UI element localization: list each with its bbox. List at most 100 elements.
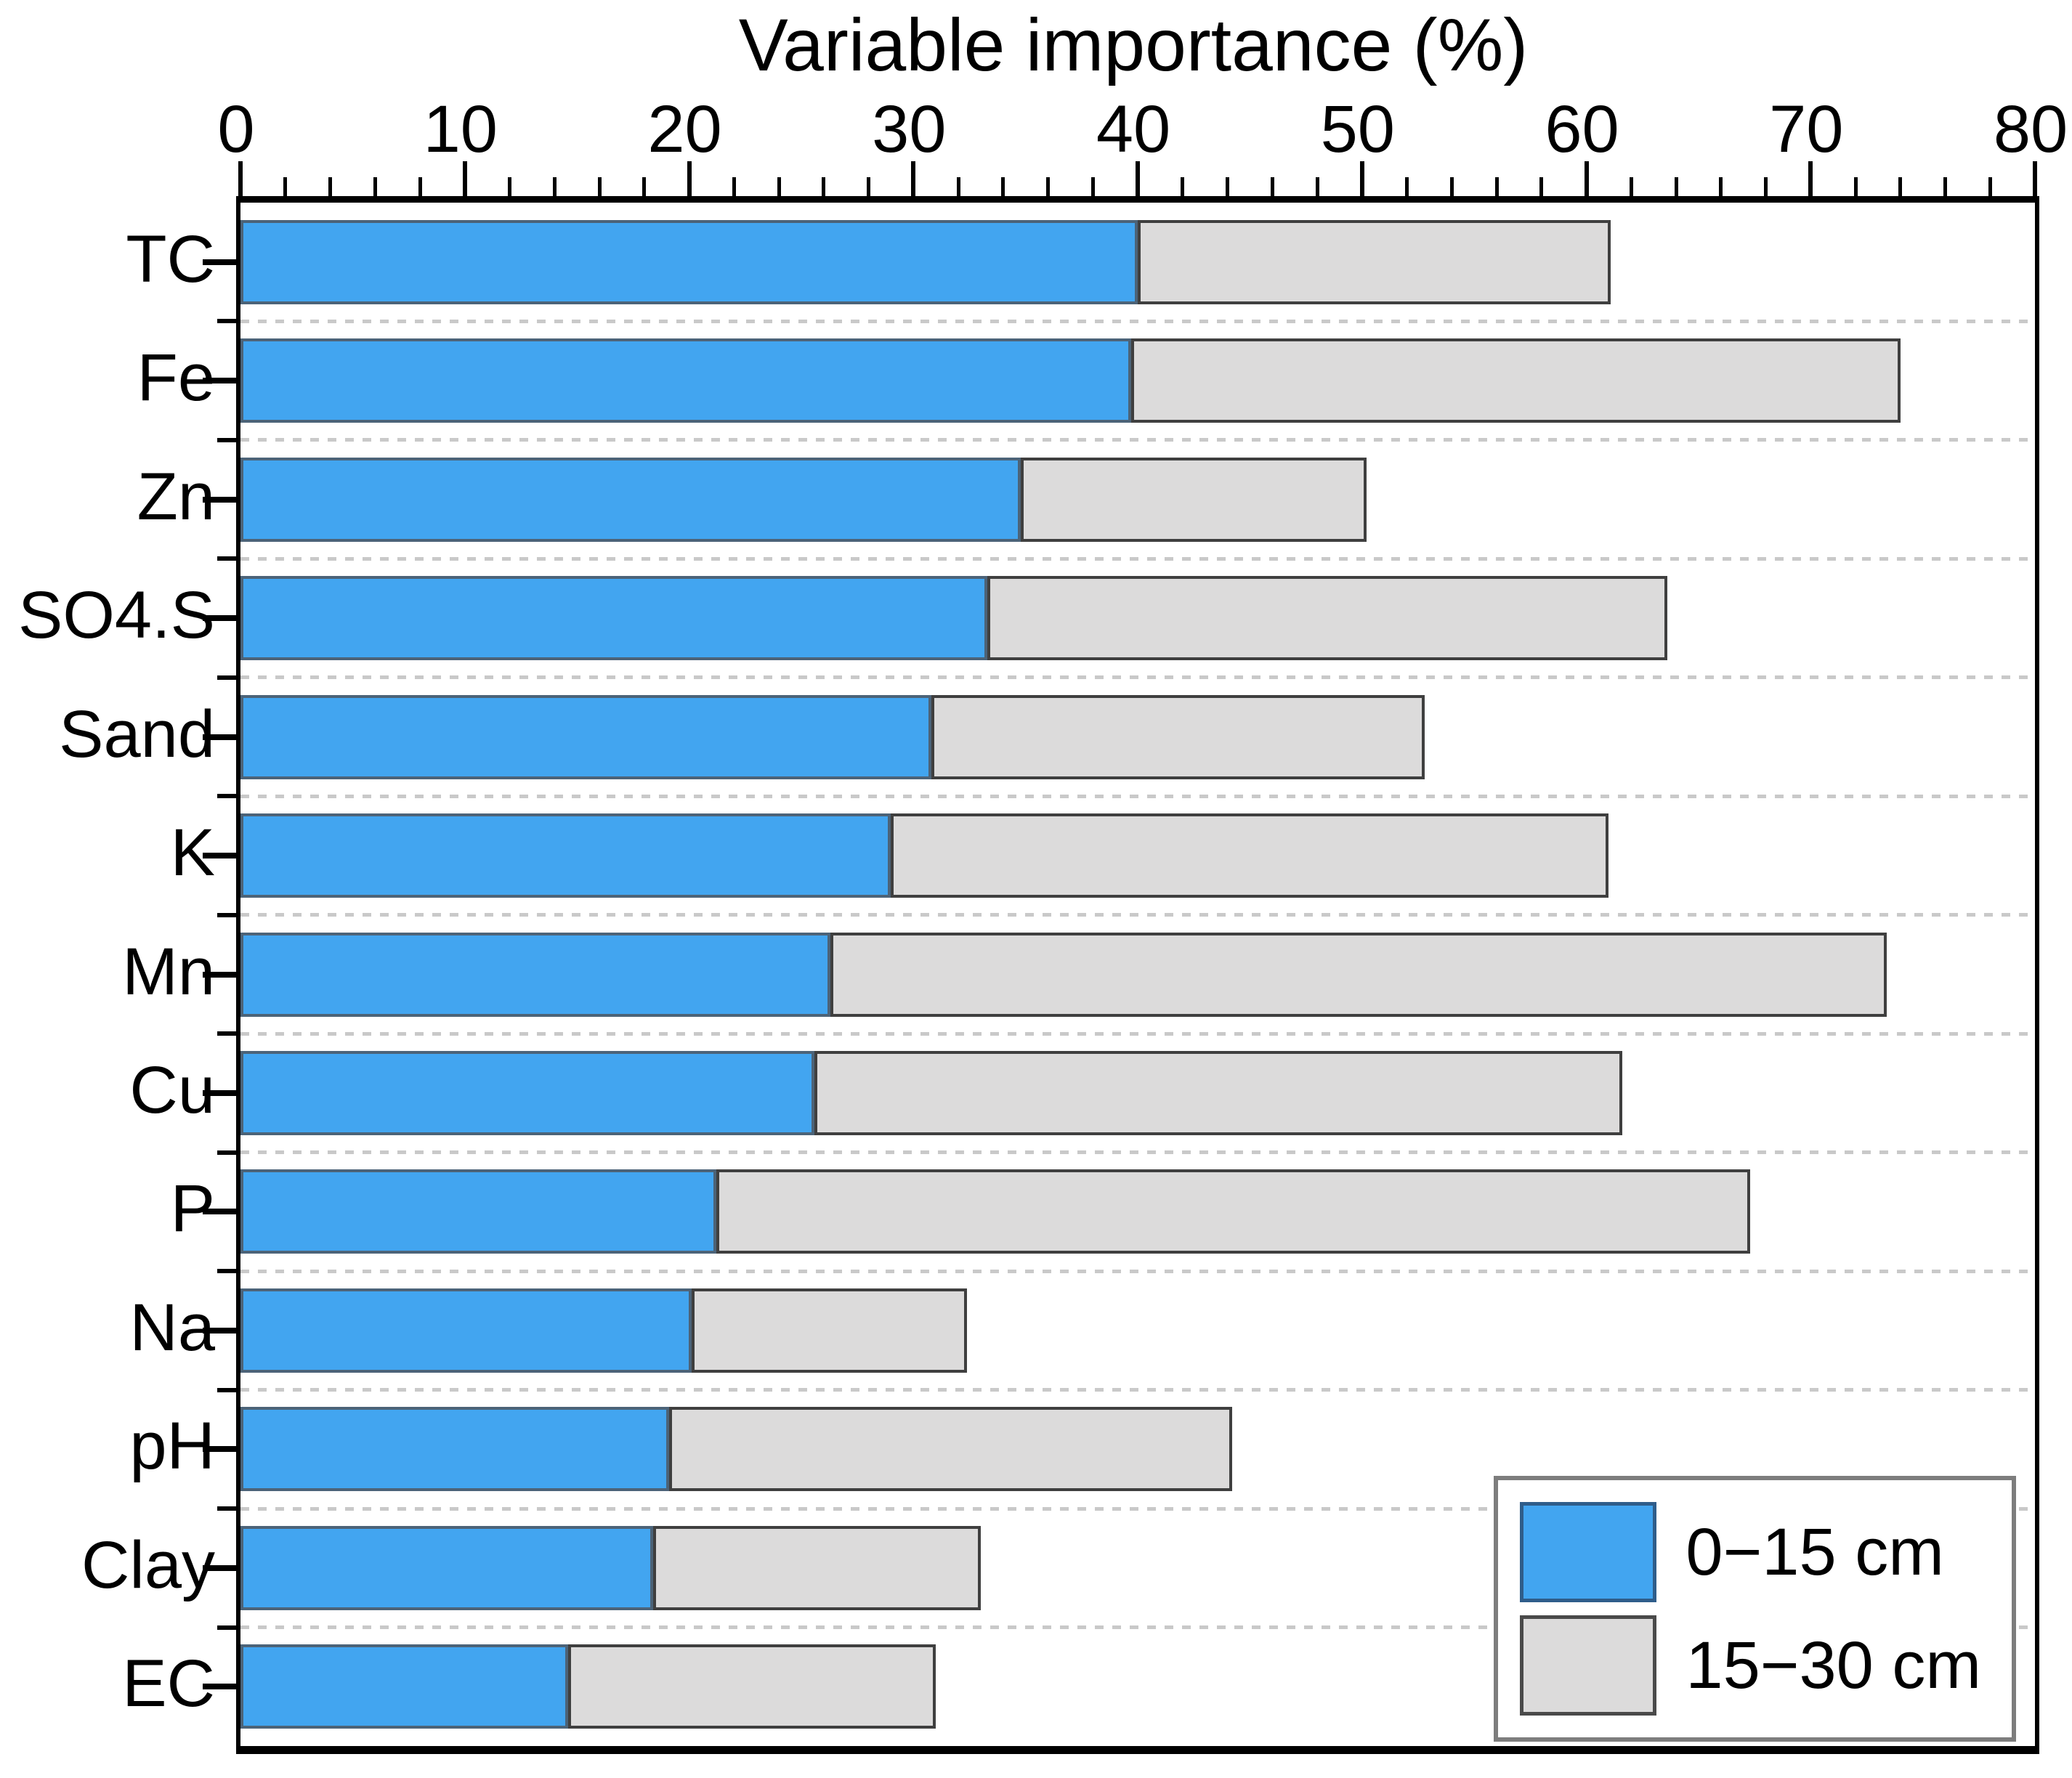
bar-segment-15−30-cm [931, 694, 1425, 779]
x-minor-tick [418, 177, 422, 196]
y-major-tick [203, 1089, 236, 1096]
legend-label: 0−15 cm [1685, 1515, 1944, 1589]
x-major-tick [1808, 161, 1813, 196]
x-minor-tick [1943, 177, 1947, 196]
bar-segment-15−30-cm [1138, 219, 1611, 304]
bar-segment-0−15-cm [240, 932, 830, 1017]
bar-segment-0−15-cm [240, 1644, 568, 1729]
category-label: Cu [129, 1052, 215, 1127]
legend: 0−15 cm 15−30 cm [1494, 1476, 2016, 1742]
x-minor-tick [1853, 177, 1858, 196]
grid-line [240, 438, 2035, 442]
bar-row [240, 1407, 2035, 1492]
x-minor-tick [956, 177, 960, 196]
bar-segment-0−15-cm [240, 1288, 692, 1373]
x-major-tick [1359, 161, 1364, 196]
y-minor-tick [217, 556, 236, 561]
category-label: Na [129, 1290, 215, 1365]
x-minor-tick [822, 177, 826, 196]
bar-segment-15−30-cm [567, 1644, 936, 1729]
x-minor-tick [1494, 177, 1499, 196]
category-label: EC [122, 1647, 215, 1721]
bar-row [240, 457, 2035, 542]
y-major-tick [203, 615, 236, 622]
category-label: Fe [137, 341, 215, 415]
bar-row [240, 219, 2035, 304]
bar-row [240, 932, 2035, 1017]
y-major-tick [203, 1327, 236, 1334]
y-minor-tick [217, 1150, 236, 1155]
bar-row [240, 1050, 2035, 1135]
category-label: pH [129, 1409, 215, 1484]
y-major-tick [203, 734, 236, 740]
category-label: TC [126, 222, 215, 296]
x-major-tick [238, 161, 243, 196]
grid-line [240, 1388, 2035, 1392]
bar-segment-15−30-cm [830, 932, 1887, 1017]
x-minor-tick [1181, 177, 1185, 196]
bar-row [240, 1169, 2035, 1254]
grid-line [240, 1150, 2035, 1155]
y-major-tick [203, 1209, 236, 1215]
x-minor-tick [1270, 177, 1274, 196]
y-minor-tick [217, 675, 236, 680]
bar-segment-0−15-cm [240, 813, 891, 898]
x-tick-label: 60 [1545, 92, 1619, 166]
category-label: Clay [81, 1527, 215, 1602]
bar-segment-0−15-cm [240, 694, 931, 779]
grid-line [240, 675, 2035, 680]
bar-segment-0−15-cm [240, 1525, 654, 1610]
bar-segment-15−30-cm [1021, 457, 1367, 542]
category-label: Mn [122, 934, 215, 1009]
bar-segment-0−15-cm [240, 1169, 716, 1254]
x-minor-tick [1405, 177, 1409, 196]
x-tick-label: 40 [1096, 92, 1171, 166]
x-minor-tick [1315, 177, 1319, 196]
legend-label: 15−30 cm [1685, 1628, 1981, 1702]
y-major-tick [203, 853, 236, 859]
bar-segment-15−30-cm [653, 1525, 981, 1610]
x-minor-tick [373, 177, 377, 196]
x-minor-tick [1764, 177, 1768, 196]
x-tick-label: 30 [872, 92, 947, 166]
x-minor-tick [1046, 177, 1050, 196]
bar-segment-15−30-cm [814, 1050, 1622, 1135]
y-minor-tick [217, 912, 236, 917]
x-minor-tick [508, 177, 511, 196]
y-minor-tick [217, 1625, 236, 1630]
x-minor-tick [642, 177, 647, 196]
bar-segment-15−30-cm [891, 813, 1609, 898]
x-minor-tick [552, 177, 557, 196]
x-minor-tick [1629, 177, 1633, 196]
y-minor-tick [217, 1031, 236, 1036]
x-minor-tick [1898, 177, 1903, 196]
x-tick-label: 10 [423, 92, 498, 166]
bar-row [240, 1525, 2035, 1610]
grid-line [240, 1269, 2035, 1273]
bar-segment-0−15-cm [240, 219, 1138, 304]
x-minor-tick [732, 177, 736, 196]
y-major-tick [203, 1684, 236, 1690]
grid-line [240, 1506, 2035, 1511]
grid-line [240, 913, 2035, 917]
y-major-tick [203, 378, 236, 384]
x-minor-tick [1226, 177, 1229, 196]
legend-swatch-0−15-cm [1520, 1502, 1657, 1602]
x-major-tick [2033, 161, 2037, 196]
bar-segment-15−30-cm [691, 1288, 968, 1373]
category-label: K [170, 816, 215, 890]
x-minor-tick [597, 177, 602, 196]
category-label: P [170, 1172, 215, 1246]
x-major-tick [911, 161, 916, 196]
y-major-tick [203, 259, 236, 265]
x-tick-label: 80 [1993, 92, 2068, 166]
y-minor-tick [217, 437, 236, 442]
x-tick-label: 20 [647, 92, 722, 166]
bar-row [240, 338, 2035, 423]
legend-entry: 0−15 cm [1520, 1502, 1981, 1602]
bar-row [240, 576, 2035, 661]
y-minor-tick [217, 319, 236, 324]
x-minor-tick [1449, 177, 1454, 196]
x-minor-tick [1001, 177, 1005, 196]
x-minor-tick [328, 177, 332, 196]
